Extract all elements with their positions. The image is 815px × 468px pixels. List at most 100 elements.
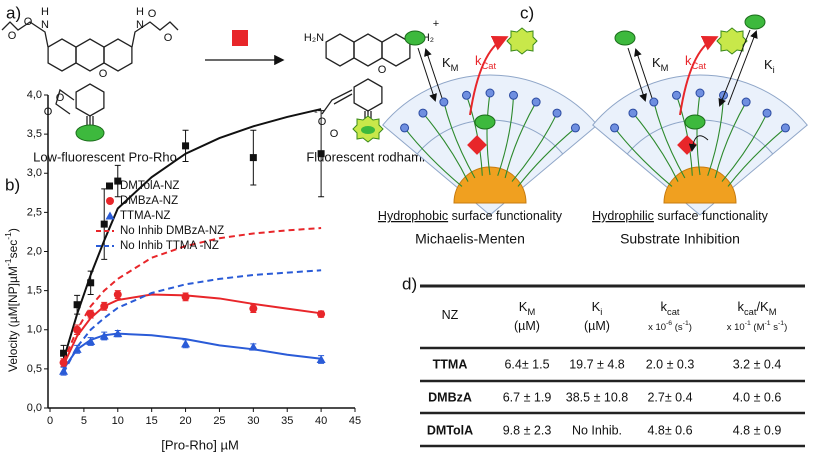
bond [333,93,353,105]
text-part: k [737,299,744,314]
ring [75,83,105,117]
text-part: -1 [765,320,771,327]
text-part: -1 [683,320,689,327]
ring [47,38,77,72]
ligand [653,101,686,179]
surface-label: Hydrophilic surface functionality [592,209,769,223]
text-part: k [685,53,692,68]
x-tick-label: 25 [213,415,225,427]
head-group [570,123,580,133]
text-part: (M [751,322,765,333]
arrow [417,47,437,102]
marker [59,358,68,367]
rich-text: Velocity (µM[NP]µM-1sec-1) [3,228,20,372]
atom-label: H [41,6,49,18]
table-cell: DMBzA [428,390,472,404]
head-group [485,88,495,98]
atom-label: H [136,6,144,18]
ligand [696,92,701,176]
text-part: x 10 [727,322,745,333]
ligand [486,92,491,176]
head-group [418,108,428,118]
ring [353,78,383,112]
ligand [721,112,768,182]
legend-label: DMBzA-NZ [120,195,178,207]
table-cell: 2.7± 0.4 [647,390,692,404]
ligand [727,127,786,187]
table-cell: 2.0 ± 0.3 [646,357,695,371]
marker [317,150,325,158]
text-part: /K [756,299,769,314]
head-group [439,97,449,107]
text-part: M [527,307,535,317]
marker [86,336,96,345]
ligand [511,112,558,182]
legend-label: No Inhib DMBzA-NZ [120,225,224,237]
x-tick-label: 40 [315,415,327,427]
arrow [424,48,443,99]
underlined: Hydrophilic [592,209,654,223]
atom-label: O [164,32,173,44]
x-tick-label: 0 [47,415,53,427]
y-tick-label: 0,0 [27,402,42,414]
legend-label: DMTolA-NZ [120,180,179,192]
table-cell: 4.8± 0.6 [647,423,692,437]
ligand [443,101,476,179]
product [506,27,538,55]
y-tick-label: 0,5 [27,363,42,375]
marker [100,302,109,311]
head-group [461,90,471,100]
marker [60,349,68,357]
text-part: ) [6,228,20,232]
legend-label: No Inhib TTMA -NZ [120,240,219,252]
arrow [634,48,653,99]
atom-label: O [99,68,108,80]
table-cell: 6.7 ± 1.9 [503,390,552,404]
atom-label: O [330,128,339,140]
fit-line [62,293,322,366]
head-group [649,97,659,107]
x-axis-label: [Pro-Rho] µM [161,437,239,452]
text-part: (µM) [514,319,540,333]
text-part: M [661,63,669,73]
ring [103,38,133,72]
text-part: (µM) [584,319,610,333]
table-cell: No Inhib. [572,423,622,437]
rich-text: (µM) [584,319,610,333]
substrate [684,114,706,130]
marker [317,310,326,319]
arrow [627,47,647,102]
text-part: sec [6,240,20,259]
marker [86,310,95,319]
atom-label: N [41,19,49,31]
atom-label: O [24,16,33,28]
bond [131,21,179,48]
text-part: -6 [666,320,672,327]
text-part: NZ [442,308,459,322]
text-part: i [773,65,775,75]
x-tick-label: 10 [112,415,124,427]
atom-label: O [56,92,65,104]
rich-text: x 10-1 (M-1 s-1) [727,320,787,332]
ligand [714,101,747,179]
arrow [727,30,758,106]
surface-label: Hydrophobic surface functionality [378,209,563,223]
text-part: K [442,55,451,70]
text-part: Velocity (µM[NP]µM [6,266,20,372]
y-tick-label: 1,5 [27,285,42,297]
bead [361,126,375,134]
ring [75,38,105,72]
panel-label: a) [6,3,21,22]
fit-line [62,108,322,360]
substrate [744,14,766,30]
head-group [531,97,541,107]
table-cell: 4.0 ± 0.6 [733,390,782,404]
ligand [497,95,515,176]
rich-text: KM [442,55,459,73]
x-tick-label: 35 [281,415,293,427]
atom-label: O [148,8,157,20]
marker [113,290,122,299]
substrate [474,114,496,130]
table-cell: 4.8 ± 0.9 [733,423,782,437]
